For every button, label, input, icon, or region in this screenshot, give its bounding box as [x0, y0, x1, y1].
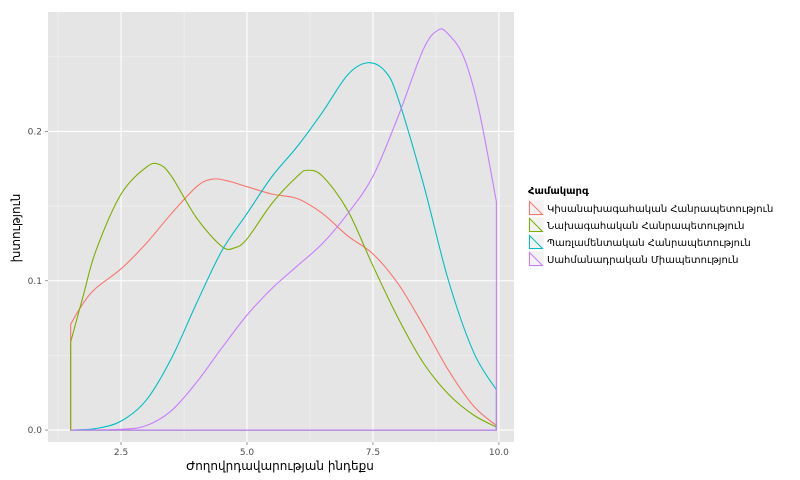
- density-curves: [70, 28, 497, 431]
- legend-label-3: Պառլամենտական Հանրապետություն: [547, 238, 751, 249]
- legend-title: Համակարգ: [528, 186, 589, 197]
- x-tick-label: 5.0: [240, 448, 255, 458]
- legend-item-1: Կիսանախագահական Հանրապետություն: [527, 199, 773, 217]
- y-axis-title: խտություն: [9, 194, 23, 263]
- legend-label-1: Կիսանախագահական Հանրապետություն: [547, 204, 773, 215]
- legend-swatch-4: [529, 251, 544, 266]
- density-curve-4: [70, 28, 497, 431]
- density-curve-3: [70, 62, 497, 431]
- legend-label-4: Սահմանադրական Միապետություն: [547, 255, 738, 266]
- y-tick-label: 0.0: [28, 426, 43, 436]
- plot-panel: [48, 12, 514, 442]
- y-axis-ticks: 0.0 0.1 0.2: [28, 127, 48, 436]
- legend-item-3: Պառլամենտական Հանրապետություն: [527, 233, 751, 251]
- x-axis-title: Ժողովրդավարության ինդեքս: [186, 459, 374, 473]
- panel-background: [48, 12, 514, 442]
- x-axis-ticks: 2.5 5.0 7.5 10.0: [114, 442, 509, 458]
- density-curve-1: [70, 178, 497, 431]
- x-tick-label: 10.0: [489, 448, 509, 458]
- x-tick-label: 7.5: [366, 448, 380, 458]
- legend-item-4: Սահմանադրական Միապետություն: [527, 250, 738, 268]
- legend-item-2: Նախագահական Հանրապետություն: [527, 216, 745, 234]
- legend-swatch-2: [529, 217, 544, 232]
- y-tick-label: 0.2: [28, 127, 42, 137]
- x-tick-label: 2.5: [114, 448, 128, 458]
- legend-label-2: Նախագահական Հանրապետություն: [547, 221, 745, 232]
- legend-swatch-1: [529, 200, 544, 215]
- legend: Համակարգ Կիսանախագահական Հանրապետություն…: [527, 186, 773, 268]
- legend-swatch-3: [529, 234, 544, 249]
- y-tick-label: 0.1: [28, 277, 42, 287]
- density-curve-2: [70, 162, 497, 431]
- minor-gridlines: [48, 12, 514, 442]
